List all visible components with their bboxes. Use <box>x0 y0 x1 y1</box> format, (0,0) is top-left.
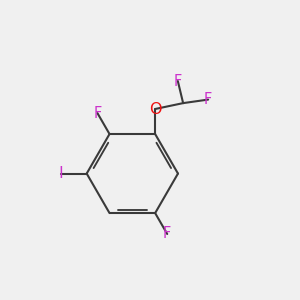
Text: F: F <box>174 74 182 88</box>
Text: O: O <box>149 101 161 116</box>
Text: F: F <box>93 106 102 121</box>
Text: F: F <box>204 92 212 107</box>
Text: F: F <box>163 226 171 242</box>
Text: I: I <box>58 166 63 181</box>
